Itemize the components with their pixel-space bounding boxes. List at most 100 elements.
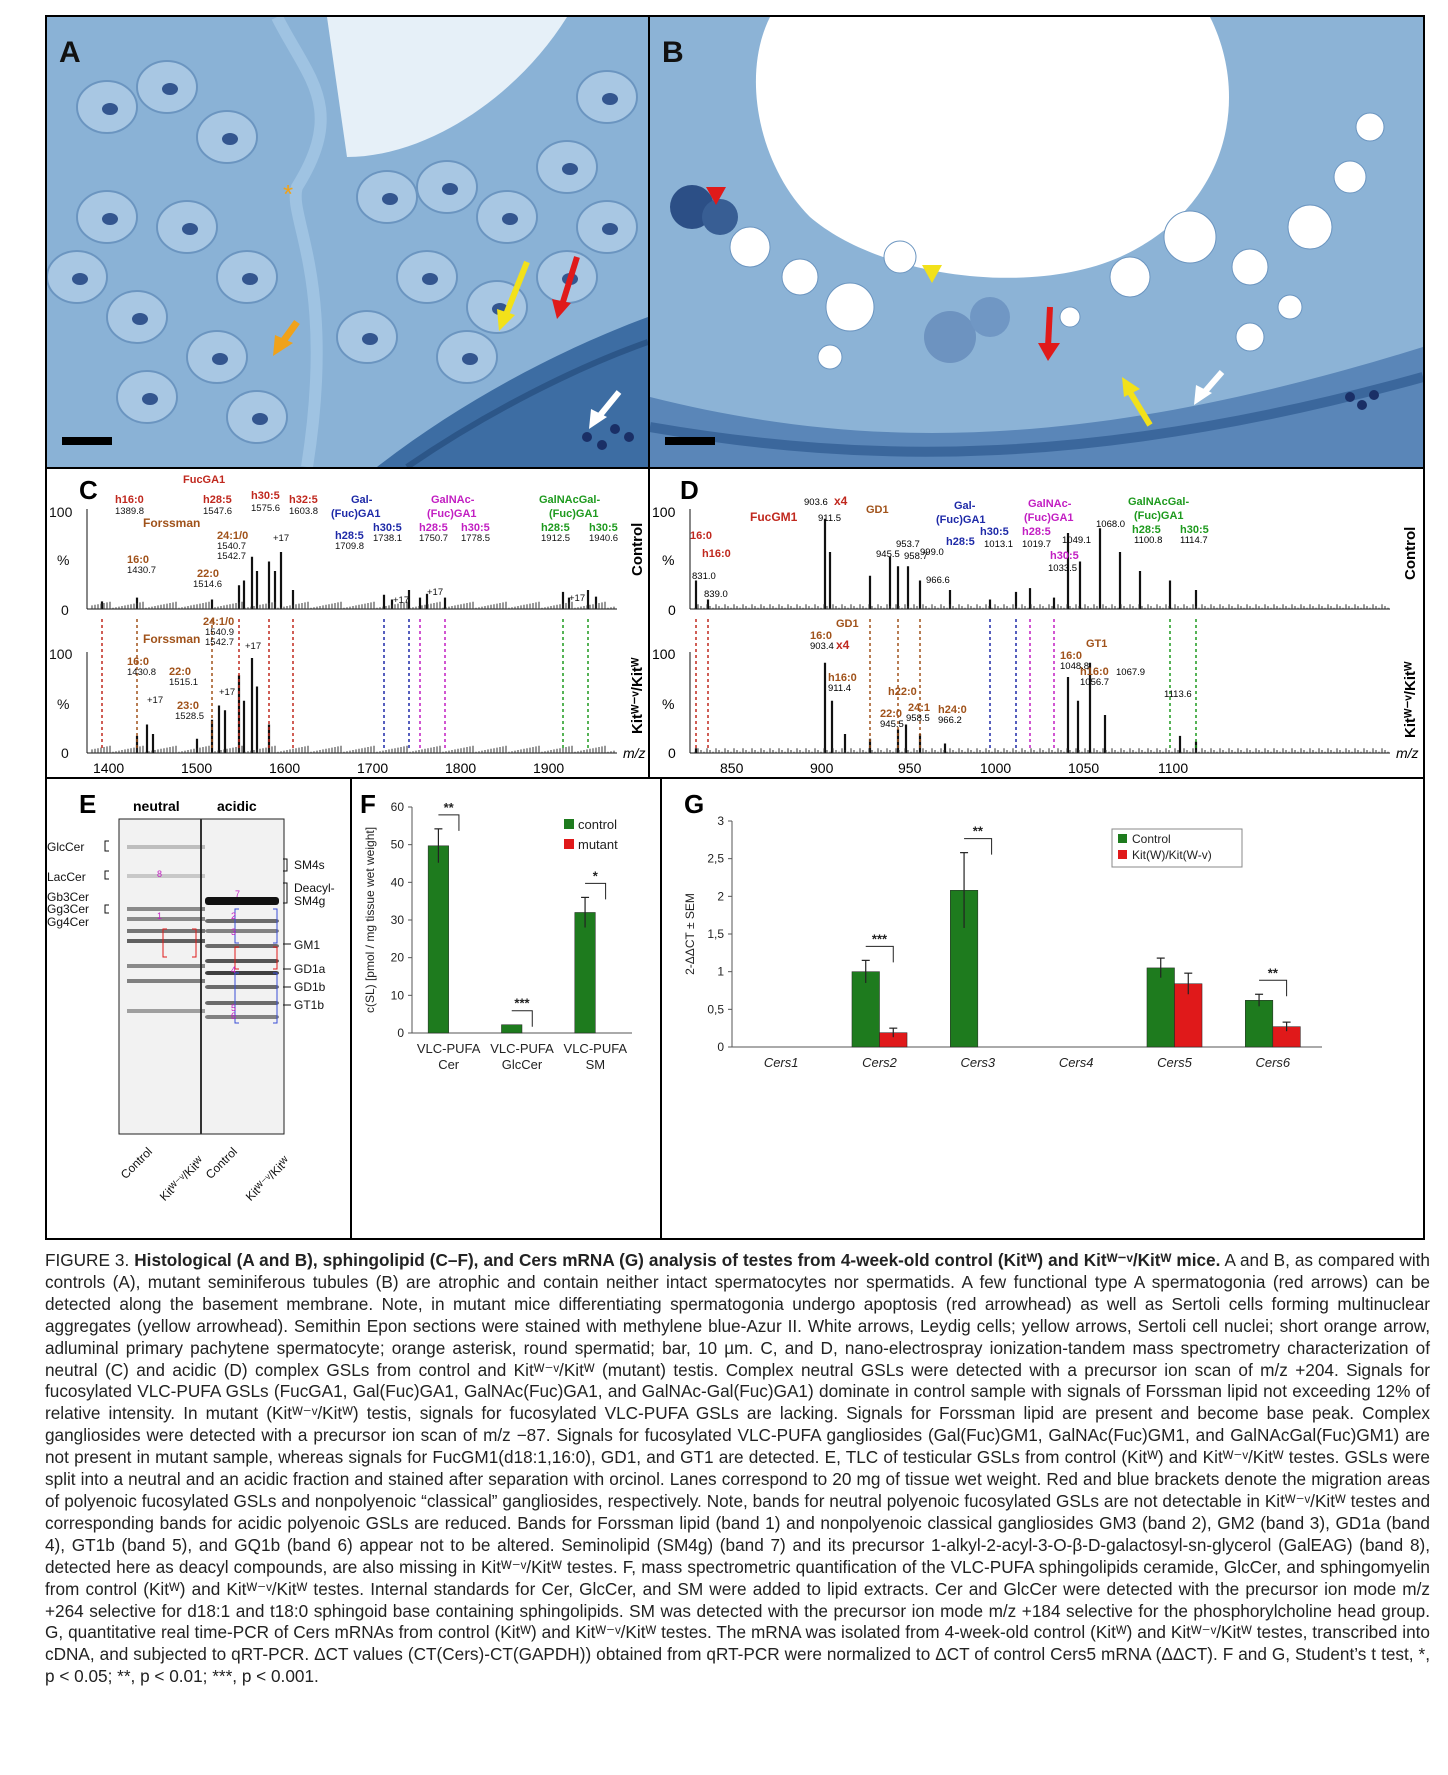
c-control-label: Control — [629, 523, 646, 576]
d-control-label: Control — [1402, 527, 1419, 580]
legend-swatch — [564, 819, 574, 829]
c-top-ypct: % — [57, 552, 69, 568]
tlc-band — [205, 971, 279, 975]
c-bot-val-15409: 1540.9 — [205, 627, 234, 638]
y-tick-label: 1 — [717, 965, 724, 979]
vacuole — [1277, 294, 1303, 320]
d-x-1100: 1100 — [1158, 760, 1188, 776]
yellow-arrowhead-b — [922, 265, 942, 283]
red-arrowhead-b — [706, 187, 726, 205]
d-peaks-top — [694, 518, 1389, 609]
d-fucgm1: FucGM1 — [750, 510, 798, 524]
vacuole — [883, 240, 917, 274]
tlc-lane-3: Control — [203, 1145, 240, 1182]
tlc-band — [205, 1015, 279, 1019]
c-bot-val-15285: 1528.5 — [175, 711, 204, 722]
d-bot-220: 22:0 — [880, 708, 902, 720]
chart-panel-f: F 0 10 20 30 40 50 60 c(SL) [pmol / mg tissue w… — [360, 789, 632, 1072]
blue-bracket — [234, 972, 239, 1024]
micrograph-a-art: A * — [47, 17, 648, 467]
c-ann-galnacgal-h285: h28:5 — [541, 522, 570, 534]
panel-e-label: E — [79, 789, 96, 819]
divider-col-ab — [648, 17, 650, 777]
legend-label: Kit(W)/Kit(W-v) — [1132, 848, 1212, 862]
tlc-band — [127, 964, 205, 968]
y-tick-label: 2 — [717, 889, 724, 903]
c-ann-h325: h32:5 — [289, 494, 318, 506]
nucleus — [422, 273, 438, 285]
d-val-9990: 999.0 — [920, 547, 944, 558]
c-ann-h305: h30:5 — [251, 490, 280, 502]
c-ann-galnac: GalNAc- — [431, 494, 475, 506]
c-bot-val-15427: 1542.7 — [205, 637, 234, 648]
d-ann-galnacgal: GalNAcGal- — [1128, 496, 1189, 508]
d-x-1000: 1000 — [980, 760, 1011, 776]
tlc-gg3cer: Gg3Cer — [47, 902, 89, 916]
vacuole — [1231, 248, 1269, 286]
d-peaks-bot — [694, 662, 1389, 753]
c-top-plus17-b: +17 — [393, 595, 409, 606]
d-bot-val-10488: 1048.8 — [1060, 661, 1089, 672]
y-axis-label: 2-ΔΔCT ± SEM — [683, 893, 697, 975]
label-bracket — [283, 882, 288, 904]
d-val-9036: 903.6 — [804, 497, 828, 508]
vacuole — [1355, 112, 1385, 142]
significance-label: *** — [514, 996, 530, 1011]
nucleus — [212, 353, 228, 365]
c-bot-val-15151: 1515.1 — [169, 677, 198, 688]
legend-swatch — [1118, 850, 1127, 859]
c-bot-160: 16:0 — [127, 656, 149, 668]
nucleus — [222, 133, 238, 145]
tlc-gg4cer: Gg4Cer — [47, 915, 89, 929]
d-ann-galnac-h305: h30:5 — [1050, 550, 1079, 562]
vacuole — [817, 344, 843, 370]
significance-label: ** — [973, 824, 984, 839]
significance-bracket — [585, 882, 607, 900]
vacuole — [1333, 160, 1367, 194]
c-bot-y100: 100 — [49, 646, 73, 662]
red-bracket — [273, 946, 278, 970]
c-bot-220: 22:0 — [169, 666, 191, 678]
c-val-19406: 1940.6 — [589, 533, 618, 544]
d-val-10680: 1068.0 — [1096, 519, 1125, 530]
y-axis-label: c(SL) [pmol / mg tissue wet weight] — [363, 827, 377, 1013]
c-ann-galnacgal-h305: h30:5 — [589, 522, 618, 534]
d-bot-y100: 100 — [652, 646, 676, 662]
legend-label: Control — [1132, 832, 1171, 846]
category-label: VLC-PUFA — [417, 1041, 481, 1056]
c-ann-galnacgal: GalNAcGal- — [539, 494, 600, 506]
divider-ef — [350, 779, 352, 1239]
d-ann-galnacgal-h305: h30:5 — [1180, 524, 1209, 536]
c-bot-230: 23:0 — [177, 700, 199, 712]
divider-row2 — [45, 777, 1425, 779]
d-bot-val-11136: 1113.6 — [1164, 689, 1192, 700]
y-tick-label: 30 — [391, 913, 405, 927]
tlc-band — [205, 897, 279, 905]
d-bot-val-9585: 958.5 — [906, 713, 930, 724]
d-x-1050: 1050 — [1068, 760, 1099, 776]
tlc-band — [205, 1001, 279, 1005]
tlc-band — [205, 985, 279, 989]
c-x-1900: 1900 — [533, 760, 564, 776]
d-bot-gd1: GD1 — [836, 618, 859, 630]
c-ann-h16: h16:0 — [115, 494, 144, 506]
vacuole — [1059, 306, 1081, 328]
d-bot-gt1-h160: h16:0 — [1080, 666, 1109, 678]
d-bot-h220: h22:0 — [888, 686, 917, 698]
legend-swatch — [564, 839, 574, 849]
panel-b-label: B — [662, 36, 684, 69]
c-ann-220: 22:0 — [197, 568, 219, 580]
c-ann-h285: h28:5 — [203, 494, 232, 506]
c-top-plus17-d: +17 — [569, 593, 585, 604]
nucleus — [562, 163, 578, 175]
scale-bar-b — [665, 437, 715, 445]
tlc-band-5: 5 — [231, 1003, 236, 1013]
c-ann-forssman: Forssman — [143, 516, 200, 530]
c-val-15407: 1540.7 — [217, 541, 246, 552]
caption-body: A and B, as compared with controls (A), … — [45, 1250, 1430, 1687]
panel-g-label: G — [684, 789, 704, 819]
tlc-band-1: 1 — [157, 911, 162, 921]
panel-a-label: A — [59, 36, 81, 69]
divider-fg — [660, 779, 662, 1239]
c-top-y100: 100 — [49, 504, 73, 520]
